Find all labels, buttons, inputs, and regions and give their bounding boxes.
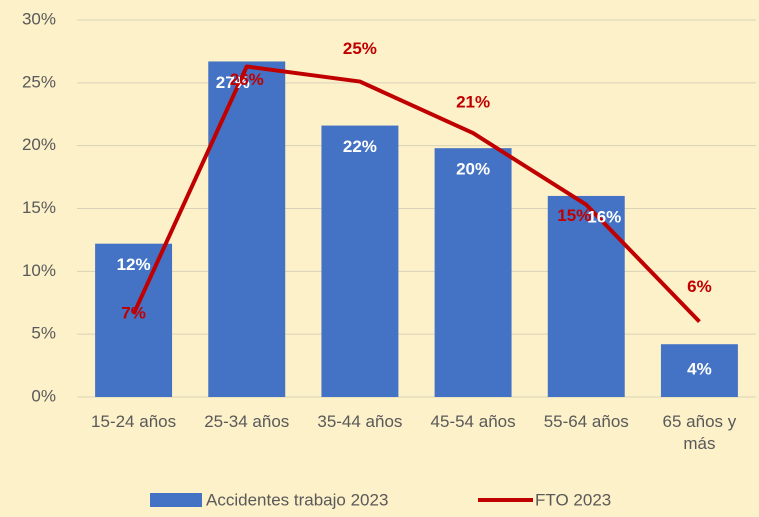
legend-label: Accidentes trabajo 2023 xyxy=(206,490,388,509)
line-label: 7% xyxy=(121,304,146,323)
x-tick-label: 15-24 años xyxy=(91,412,177,431)
legend-swatch xyxy=(150,493,202,507)
bar xyxy=(660,344,738,397)
x-tick-label: 25-34 años xyxy=(204,412,290,431)
bar-label: 4% xyxy=(687,360,712,379)
line-label: 26% xyxy=(230,70,264,89)
y-tick-label: 0% xyxy=(31,386,56,405)
bar xyxy=(208,61,286,397)
bar xyxy=(434,148,512,397)
bar-label: 12% xyxy=(117,255,151,274)
bar xyxy=(95,243,173,397)
line-label: 15% xyxy=(557,206,591,225)
y-tick-label: 15% xyxy=(22,198,56,217)
y-tick-label: 30% xyxy=(22,9,56,28)
line xyxy=(131,64,701,323)
bar-label: 20% xyxy=(456,160,490,179)
bar-label: 27% xyxy=(216,73,250,92)
x-tick-label: 35-44 años xyxy=(317,412,403,431)
y-tick-label: 20% xyxy=(22,135,56,154)
y-tick-label: 25% xyxy=(22,72,56,91)
x-tick-label: 45-54 años xyxy=(430,412,516,431)
bar xyxy=(321,125,399,397)
bar-label: 22% xyxy=(343,137,377,156)
bar-label: 16% xyxy=(587,207,621,226)
line-label: 21% xyxy=(456,93,490,112)
line-label: 6% xyxy=(687,277,712,296)
y-tick-label: 5% xyxy=(31,324,56,343)
x-tick-label: 65 años y más xyxy=(662,412,737,453)
legend-label: FTO 2023 xyxy=(535,490,611,509)
line-label: 25% xyxy=(343,39,377,58)
y-tick-label: 10% xyxy=(22,261,56,280)
x-tick-label: 55-64 años xyxy=(543,412,629,431)
